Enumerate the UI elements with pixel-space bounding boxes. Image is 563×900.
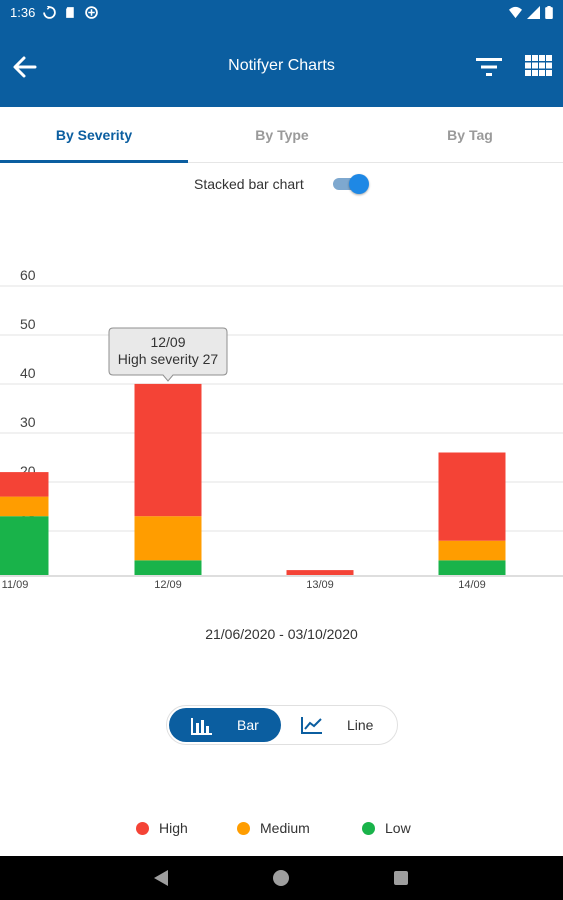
status-time: 1:36: [10, 4, 36, 20]
nav-home-icon[interactable]: [273, 870, 289, 886]
legend-label-high: High: [159, 820, 188, 836]
tab-by-tag[interactable]: By Tag: [447, 127, 493, 143]
date-range: 21/06/2020 - 03/10/2020: [205, 626, 358, 642]
stacked-bar-switch[interactable]: [333, 174, 369, 194]
y-tick-label: 50: [20, 316, 36, 332]
app-bar: Notifyer Charts: [0, 24, 563, 107]
bar-segment-high: [438, 452, 506, 541]
bar-segment-medium: [438, 540, 506, 561]
page-title: Notifyer Charts: [228, 57, 335, 74]
y-tick-label: 60: [20, 267, 36, 283]
tooltip-title: 12/09: [150, 334, 185, 350]
bar-segment-high: [134, 383, 202, 517]
tab-by-type[interactable]: By Type: [255, 127, 309, 143]
battery-icon: [545, 5, 553, 19]
x-tick-label: 13/09: [306, 579, 334, 591]
chart-type-toggle: Bar Line: [166, 705, 398, 745]
x-tick-label: 14/09: [458, 579, 486, 591]
bar-segment-low: [134, 560, 202, 575]
legend-label-medium: Medium: [260, 820, 310, 836]
tooltip-text: High severity 27: [118, 351, 219, 367]
line-chart-button[interactable]: Line: [285, 708, 395, 742]
y-tick-label: 30: [20, 414, 36, 430]
bar-segment-low: [438, 560, 506, 575]
filter-icon[interactable]: [474, 53, 504, 81]
sd-card-icon: [66, 6, 75, 18]
bar-segment-medium: [134, 516, 202, 561]
legend-item-low: Low: [362, 820, 411, 836]
x-tick-label: 11/09: [2, 579, 29, 591]
wifi-icon: [509, 6, 522, 18]
switch-thumb: [349, 174, 369, 194]
bar-segment-high: [286, 570, 354, 575]
legend-dot-medium: [237, 821, 250, 835]
severity-chart: 10203040506011/0912/0913/0914/0912/09Hig…: [0, 267, 563, 591]
bar-segment-high: [0, 472, 49, 497]
bar-label: Bar: [237, 717, 259, 733]
chart-legend: High Medium Low: [0, 820, 563, 840]
data-saver-icon: [85, 5, 99, 19]
bar-chart-icon: [191, 718, 212, 735]
y-tick-label: 40: [20, 365, 36, 381]
sync-icon: [43, 5, 57, 19]
line-label: Line: [347, 717, 374, 733]
tooltip-box: [108, 327, 228, 382]
signal-icon: [527, 5, 540, 19]
stacked-toggle-row: Stacked bar chart: [0, 172, 563, 196]
tab-by-severity[interactable]: By Severity: [55, 127, 133, 143]
nav-back-icon[interactable]: [154, 870, 168, 886]
bar-segment-medium: [0, 496, 49, 517]
grid-view-icon[interactable]: [522, 52, 554, 82]
back-arrow-icon[interactable]: [10, 52, 40, 82]
legend-dot-high: [136, 821, 149, 835]
legend-item-high: High: [136, 820, 188, 836]
status-bar: 1:36: [0, 0, 563, 24]
bar-segment-low: [0, 516, 49, 575]
bar-chart-button[interactable]: Bar: [169, 708, 281, 742]
line-chart-icon: [301, 717, 322, 734]
legend-dot-low: [362, 821, 375, 835]
tab-indicator: [0, 160, 188, 163]
system-nav-bar: [0, 856, 563, 900]
x-tick-label: 12/09: [154, 579, 182, 591]
tab-bar: By Severity By Type By Tag: [0, 107, 563, 163]
stacked-toggle-label: Stacked bar chart: [194, 176, 304, 192]
legend-item-medium: Medium: [237, 820, 310, 836]
legend-label-low: Low: [385, 820, 411, 836]
nav-recents-icon[interactable]: [394, 871, 408, 885]
